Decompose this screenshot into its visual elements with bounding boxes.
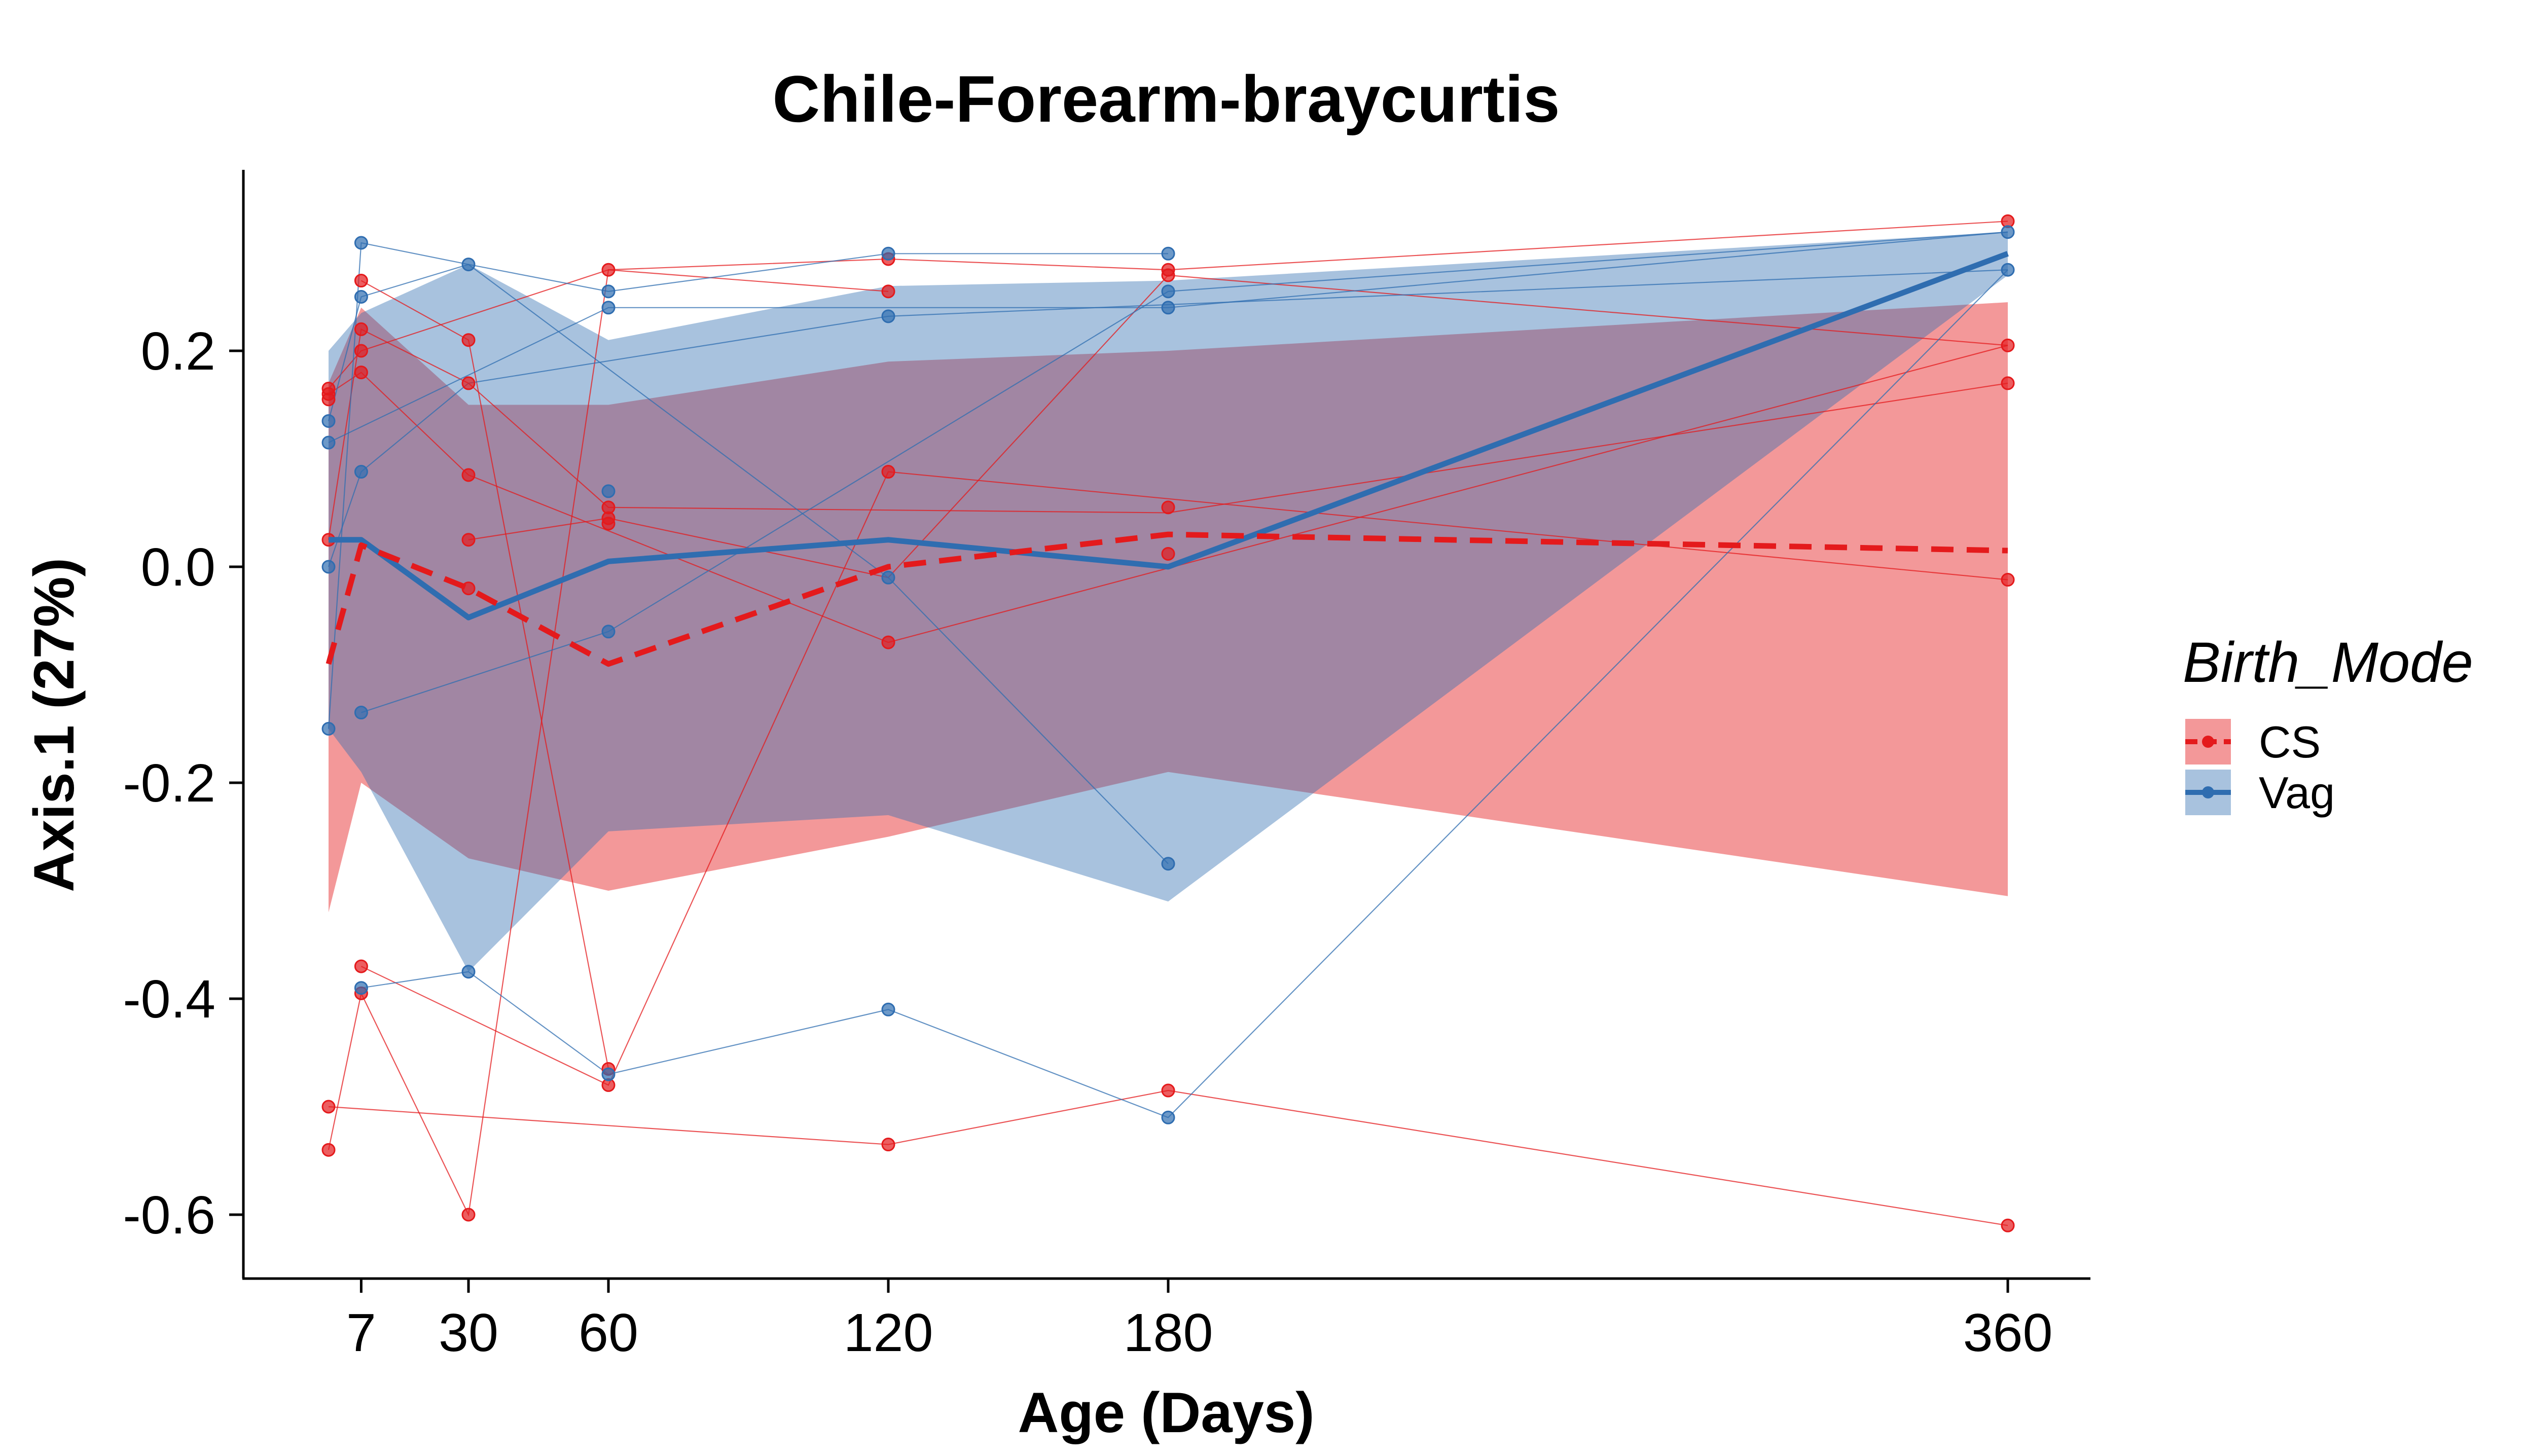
ribbon-cs <box>329 302 2008 913</box>
data-point-cs-34 <box>1161 1083 1175 1098</box>
x-tick-label-120: 120 <box>844 1303 933 1363</box>
trajectory-vag-5 <box>361 231 2008 713</box>
data-point-cs-9 <box>354 344 368 358</box>
data-point-cs-22 <box>601 517 616 531</box>
data-point-cs-33 <box>1161 547 1175 561</box>
data-point-vag-25 <box>1161 1110 1175 1124</box>
x-tick-label-360: 360 <box>1963 1303 2053 1363</box>
trajectory-cs-4 <box>328 1089 2008 1226</box>
legend-entry-cs: CS <box>2185 717 2321 767</box>
plot-area <box>321 214 2015 1232</box>
data-point-vag-21 <box>1161 246 1175 261</box>
ribbon-vag <box>329 232 2008 972</box>
legend-label-vag: Vag <box>2259 768 2335 818</box>
data-point-cs-18 <box>461 1208 476 1222</box>
data-point-cs-5 <box>321 1100 336 1114</box>
mean-line-vag <box>329 251 2009 621</box>
data-point-vag-8 <box>354 706 368 720</box>
data-point-cs-11 <box>354 959 368 973</box>
data-point-cs-38 <box>2001 573 2015 587</box>
x-tick-label-60: 60 <box>579 1303 638 1363</box>
legend-title: Birth_Mode <box>2183 631 2473 694</box>
data-point-cs-16 <box>461 533 476 547</box>
data-point-vag-7 <box>354 465 368 479</box>
data-point-cs-27 <box>881 465 895 479</box>
data-point-vag-27 <box>2001 263 2015 277</box>
x-tick-label-180: 180 <box>1124 1303 1213 1363</box>
data-point-vag-14 <box>601 484 616 498</box>
data-point-cs-3 <box>321 392 336 407</box>
data-point-vag-9 <box>354 981 368 995</box>
x-axis-ticks: 7 30 60 120 180 360 <box>346 1279 2053 1363</box>
trajectory-cs-3 <box>328 328 2008 540</box>
trajectory-cs-1 <box>328 269 889 389</box>
data-point-vag-15 <box>601 625 616 639</box>
data-point-vag-5 <box>354 236 368 250</box>
data-point-cs-6 <box>321 1143 336 1157</box>
x-tick-label-30: 30 <box>439 1303 498 1363</box>
y-axis-ticks: 0.2 0.0 -0.2 -0.4 -0.6 <box>123 321 243 1245</box>
y-tick-label-4: -0.6 <box>123 1185 215 1245</box>
x-axis-title: Age (Days) <box>1018 1381 1314 1444</box>
data-point-cs-10 <box>354 366 368 380</box>
mean-line-cs <box>326 531 2008 667</box>
y-tick-label-1: 0.0 <box>141 537 215 597</box>
data-point-cs-31 <box>1161 268 1175 282</box>
data-point-vag-19 <box>881 570 895 585</box>
data-point-cs-19 <box>601 263 616 277</box>
data-point-vag-6 <box>354 290 368 304</box>
data-point-cs-32 <box>1161 500 1175 515</box>
data-point-cs-26 <box>881 284 895 299</box>
data-point-cs-13 <box>461 333 476 347</box>
data-point-vag-26 <box>2001 225 2015 239</box>
data-point-vag-3 <box>321 560 336 574</box>
data-point-cs-8 <box>354 322 368 336</box>
data-point-vag-22 <box>1161 284 1175 299</box>
data-point-vag-24 <box>1161 857 1175 871</box>
data-point-vag-13 <box>601 301 616 315</box>
data-point-vag-16 <box>601 1067 616 1081</box>
data-point-vag-12 <box>601 284 616 299</box>
data-point-vag-10 <box>461 258 476 272</box>
data-point-cs-28 <box>881 635 895 649</box>
legend-key-cs-point <box>2202 736 2214 748</box>
legend: Birth_Mode CS Vag <box>2183 631 2473 818</box>
y-tick-label-3: -0.4 <box>123 969 215 1029</box>
legend-key-vag-point <box>2202 786 2214 798</box>
legend-label-cs: CS <box>2259 717 2321 767</box>
data-point-cs-7 <box>354 274 368 288</box>
data-point-cs-15 <box>461 468 476 482</box>
trajectory-cs-7 <box>360 471 2008 1086</box>
x-tick-label-7: 7 <box>346 1303 376 1363</box>
data-point-vag-1 <box>321 414 336 428</box>
y-tick-label-2: -0.2 <box>123 753 215 813</box>
trajectory-vag-6 <box>361 269 2008 1118</box>
data-point-vag-18 <box>881 309 895 323</box>
data-point-vag-11 <box>461 965 476 979</box>
chart-title: Chile-Forearm-braycurtis <box>772 62 1560 136</box>
data-point-vag-17 <box>881 246 895 261</box>
legend-entry-vag: Vag <box>2185 768 2335 818</box>
data-point-vag-20 <box>881 1002 895 1016</box>
data-point-cs-36 <box>2001 338 2015 352</box>
y-axis-title: Axis.1 (27%) <box>22 558 86 892</box>
y-tick-label-0: 0.2 <box>141 321 215 381</box>
data-point-vag-4 <box>321 722 336 736</box>
data-point-cs-39 <box>2001 1218 2015 1232</box>
trajectory-vag-2 <box>328 231 2008 444</box>
data-point-cs-37 <box>2001 376 2015 390</box>
data-point-cs-14 <box>461 376 476 390</box>
data-point-cs-29 <box>881 1138 895 1152</box>
data-point-vag-2 <box>321 435 336 450</box>
data-point-vag-23 <box>1161 301 1175 315</box>
